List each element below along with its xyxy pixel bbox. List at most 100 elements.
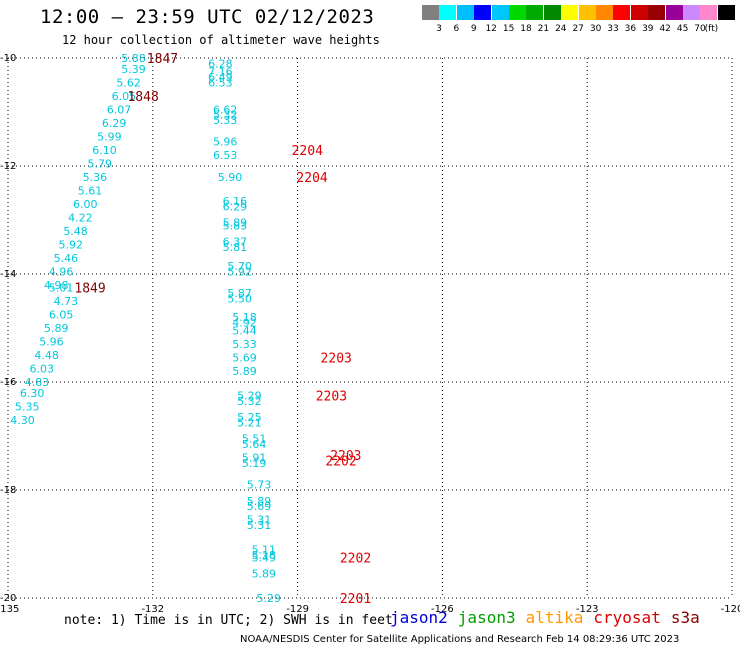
wave-height-label: 6.53: [208, 76, 233, 89]
pass-time-label: 2204: [292, 144, 323, 159]
color-scale-label: 18: [520, 24, 532, 34]
wave-height-label: 4.48: [34, 349, 59, 362]
wave-height-label: 5.48: [63, 225, 88, 238]
wave-height-label: 7.16: [208, 66, 233, 79]
wave-height-label: 5.18: [232, 311, 257, 324]
color-swatch: [578, 5, 596, 20]
wave-height-label: 5.96: [213, 136, 238, 149]
wave-height-label: 5.21: [237, 417, 262, 430]
pass-time-label: 2204: [296, 171, 327, 186]
color-swatch: [613, 5, 631, 20]
wave-height-label: 6.29: [223, 201, 248, 214]
pass-time-label: 2201: [340, 592, 371, 607]
wave-height-label: 5.29: [256, 592, 281, 605]
wave-height-label: 5.31: [247, 519, 272, 532]
wave-height-label: 5.25: [237, 411, 262, 424]
wave-height-label: 5.91: [242, 452, 267, 465]
x-tick-label: -126: [431, 604, 454, 615]
wave-height-label: 5.81: [223, 241, 248, 254]
color-scale-label: 9: [470, 24, 477, 34]
wave-height-label: 5.89: [247, 495, 272, 508]
color-swatch: [491, 5, 509, 20]
wave-height-label: 5.70: [227, 260, 252, 273]
color-scale-label: 12: [485, 24, 497, 34]
wave-height-label: 4.98: [44, 279, 69, 292]
wave-height-label: 6.07: [107, 103, 132, 116]
y-tick-label: -12: [0, 161, 16, 172]
pass-time-label: 2203: [321, 352, 352, 367]
color-scale-label: 36: [624, 24, 637, 34]
wave-height-label: 5.99: [97, 130, 122, 143]
chart-subtitle: 12 hour collection of altimeter wave hei…: [62, 33, 380, 47]
wave-height-label: 5.33: [213, 114, 238, 127]
wave-height-label: 5.44: [232, 325, 257, 338]
color-swatch: [422, 5, 439, 20]
wave-height-label: 5.50: [227, 292, 252, 305]
wave-height-label: 4.96: [49, 265, 74, 278]
wave-height-label: 5.46: [54, 252, 79, 265]
credit-line: NOAA/NESDIS Center for Satellite Applica…: [240, 634, 680, 645]
wave-height-label: 4.73: [54, 295, 79, 308]
pass-time-label: 2203: [330, 449, 361, 464]
wave-height-label: 5.92: [58, 238, 83, 251]
color-swatch: [474, 5, 492, 20]
color-scale-label: 15: [502, 24, 515, 34]
wave-height-label: 5.61: [78, 184, 103, 197]
color-swatch: [561, 5, 579, 20]
color-scale-label: 21: [537, 24, 550, 34]
color-swatch: [439, 5, 457, 20]
pass-time-label: 2203: [316, 390, 347, 405]
wave-height-label: 5.89: [223, 217, 248, 230]
color-swatch: [648, 5, 666, 20]
wave-height-label: 5.18: [252, 549, 277, 562]
wave-height-label: 5.39: [121, 63, 146, 76]
color-scale-label: 24: [555, 24, 567, 34]
wave-height-label: 4.30: [10, 414, 35, 427]
wave-height-label: 5.69: [232, 352, 257, 365]
wave-height-label: 5.32: [213, 109, 238, 122]
wave-height-label: 5.79: [87, 157, 112, 170]
wave-height-label: 6.03: [30, 363, 55, 376]
wave-height-label: 5.92: [227, 265, 252, 278]
color-scale-label: 6: [453, 24, 460, 34]
wave-height-label: 4.22: [68, 211, 93, 224]
wave-height-label: 6.62: [213, 103, 238, 116]
color-scale-label: 3: [436, 24, 442, 34]
pass-time-label: 2202: [340, 552, 371, 567]
wave-height-label: 6.49: [208, 71, 233, 84]
wave-height-label: 5.87: [227, 287, 252, 300]
x-tick-label: -120: [721, 604, 740, 615]
wave-height-label: 4.92: [232, 317, 257, 330]
color-scale-label: 42: [659, 24, 671, 34]
satellite-legend-item: cryosat: [593, 608, 661, 627]
color-scale-label: 27: [572, 24, 584, 34]
color-swatch: [683, 5, 700, 20]
wave-height-label: 6.00: [73, 198, 98, 211]
satellite-legend: jason2 jason3 altika cryosat s3a: [390, 608, 710, 627]
wave-height-label: 6.37: [223, 236, 248, 249]
wave-height-label: 5.83: [223, 219, 248, 232]
wave-height-label: 5.89: [232, 365, 257, 378]
wave-height-label: 6.28: [208, 57, 233, 70]
color-scale-label: 30: [589, 24, 602, 34]
pass-time-label: 2202: [325, 454, 356, 469]
color-swatch: [456, 5, 474, 20]
color-scale-label: 33: [607, 24, 619, 34]
wave-height-label: 5.19: [242, 457, 267, 470]
satellite-legend-item: jason3: [457, 608, 516, 627]
color-scale-label: 45: [676, 24, 689, 34]
y-tick-label: -10: [0, 53, 16, 64]
wave-height-label: 6.16: [223, 195, 248, 208]
color-swatch: [717, 5, 735, 20]
wave-height-label: 5.51: [242, 433, 267, 446]
x-tick-label: -132: [141, 604, 164, 615]
satellite-legend-item: jason2: [390, 608, 448, 627]
color-swatch: [596, 5, 613, 20]
color-swatch: [665, 5, 683, 20]
chart-title: 12:00 – 23:59 UTC 02/12/2023: [40, 6, 375, 28]
color-scale-label: 70: [694, 24, 706, 34]
x-tick-label: -123: [576, 604, 599, 615]
y-tick-label: -14: [0, 269, 16, 280]
wave-height-label: 5.01: [49, 282, 74, 295]
